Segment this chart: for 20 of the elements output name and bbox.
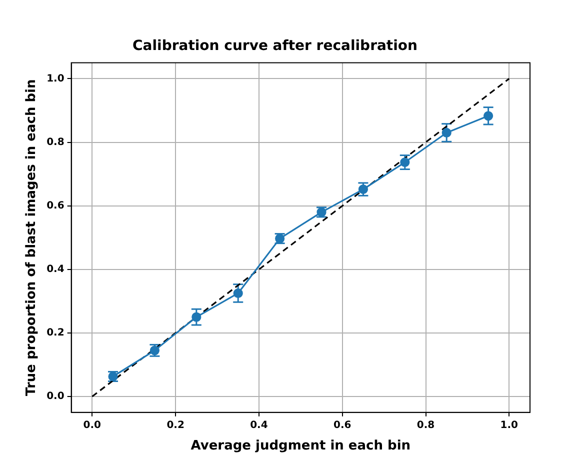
y-tick-label: 0.8: [46, 136, 64, 148]
x-tick-label: 0.6: [333, 420, 352, 431]
y-tick-label: 0.6: [46, 200, 64, 212]
chart-title: Calibration curve after recalibration: [132, 38, 418, 54]
point: [442, 128, 452, 138]
x-tick-label: 0.4: [250, 420, 268, 431]
y-tick-label: 0.0: [46, 391, 64, 402]
point: [233, 288, 243, 298]
y-tick-label: 0.2: [46, 328, 64, 339]
x-axis-title: Average judgment in each bin: [190, 438, 411, 454]
x-tick-label: 0.8: [416, 420, 435, 431]
y-tick-label: 0.4: [46, 264, 64, 275]
y-tick-label: 1.0: [46, 73, 64, 84]
y-axis-title: True proportion of blast images in each bin: [24, 79, 40, 396]
point: [400, 157, 410, 168]
x-tick-label: 1.0: [500, 420, 518, 431]
x-tick-label: 0.2: [166, 420, 184, 431]
x-tick-label: 0.0: [83, 420, 102, 431]
point: [484, 111, 494, 121]
point: [192, 312, 202, 322]
